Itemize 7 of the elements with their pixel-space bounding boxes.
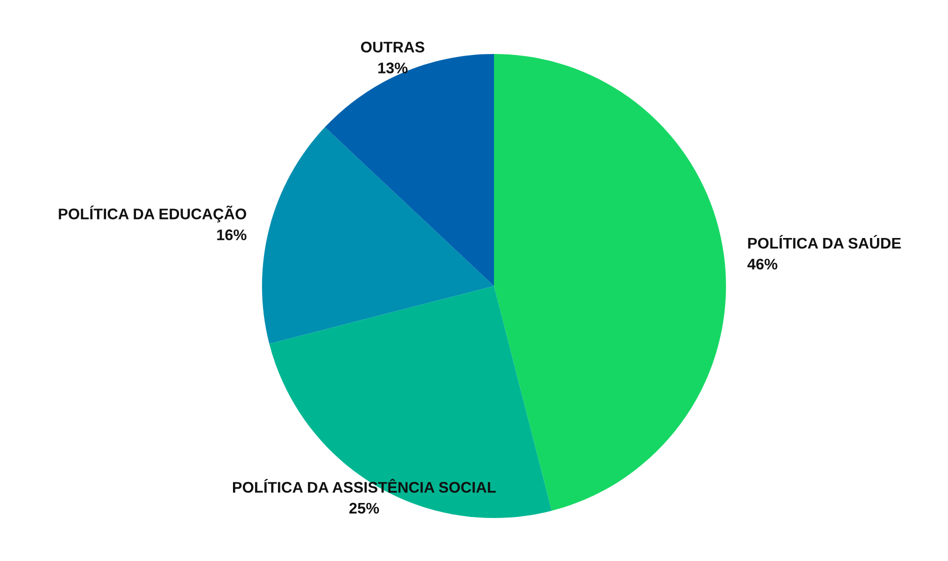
slice-label: POLÍTICA DA EDUCAÇÃO xyxy=(58,206,246,222)
data-label: 25% xyxy=(349,502,379,514)
data-label: 16% xyxy=(217,229,246,240)
slice-label: POLÍTICA DA SAÚDE xyxy=(748,234,901,249)
data-label: 46% xyxy=(747,258,778,270)
data-label: 13% xyxy=(378,62,408,74)
slice-label: OUTRAS xyxy=(361,42,424,52)
